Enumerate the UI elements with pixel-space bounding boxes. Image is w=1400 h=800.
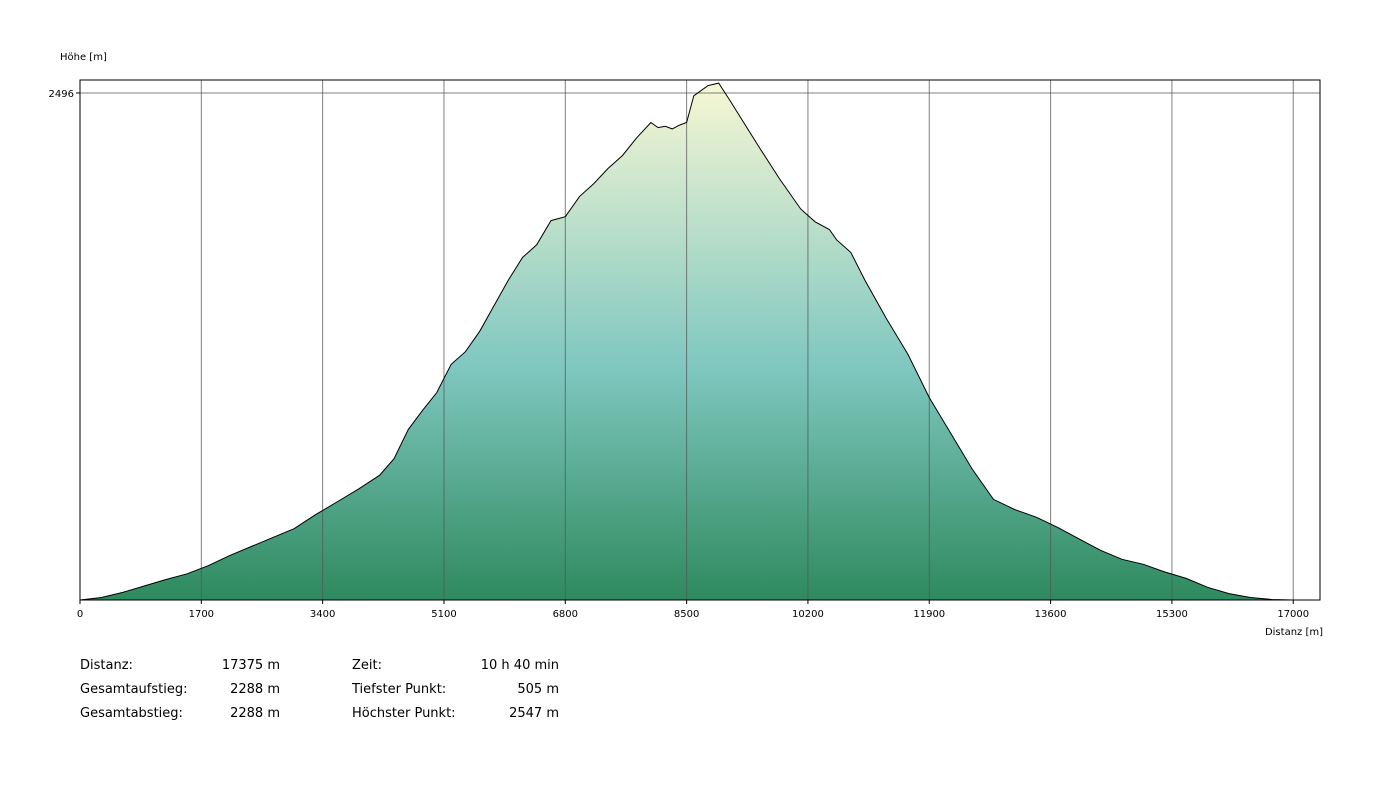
elevation-profile-chart: 0 1700 3400 5100 6800 8500 10200 11900 13600 1530… [49,52,1324,638]
stat-value-descent: 2288 m [230,706,280,721]
elevation-area [80,83,1320,601]
x-tick-label: 5100 [431,609,456,620]
plot-frame [79,79,1321,601]
stat-label-distance: Distanz: [80,658,133,673]
x-tick-label: 8500 [674,609,699,620]
stat-label-lowest-point: Tiefster Punkt: [352,682,447,697]
elevation-line [79,82,1320,601]
stat-label-ascent: Gesamtaufstieg: [80,682,188,697]
x-tick-label: 1700 [189,609,214,620]
stat-value-lowest-point: 505 m [517,682,559,697]
x-tick-label: 3400 [310,609,335,620]
x-tick-label: 11900 [913,609,945,620]
stat-label-descent: Gesamtabstieg: [80,706,183,721]
stat-label-time: Zeit: [352,658,382,673]
x-tick-label: 17000 [1277,609,1309,620]
stat-value-time: 10 h 40 min [480,658,559,673]
stat-value-ascent: 2288 m [230,682,280,697]
x-tick-label: 10200 [792,609,824,620]
y-axis-label: Höhe [m] [60,52,107,63]
y-tick-label: 2496 [49,89,74,100]
x-tick-label: 6800 [553,609,578,620]
stat-value-highest-point: 2547 m [509,706,559,721]
x-axis-label: Distanz [m] [1265,627,1323,638]
x-tick-label: 15300 [1156,609,1188,620]
x-tick-label: 0 [77,609,83,620]
stat-value-distance: 17375 m [221,658,280,673]
stat-label-highest-point: Höchster Punkt: [352,706,456,721]
x-tick-label: 13600 [1035,609,1067,620]
